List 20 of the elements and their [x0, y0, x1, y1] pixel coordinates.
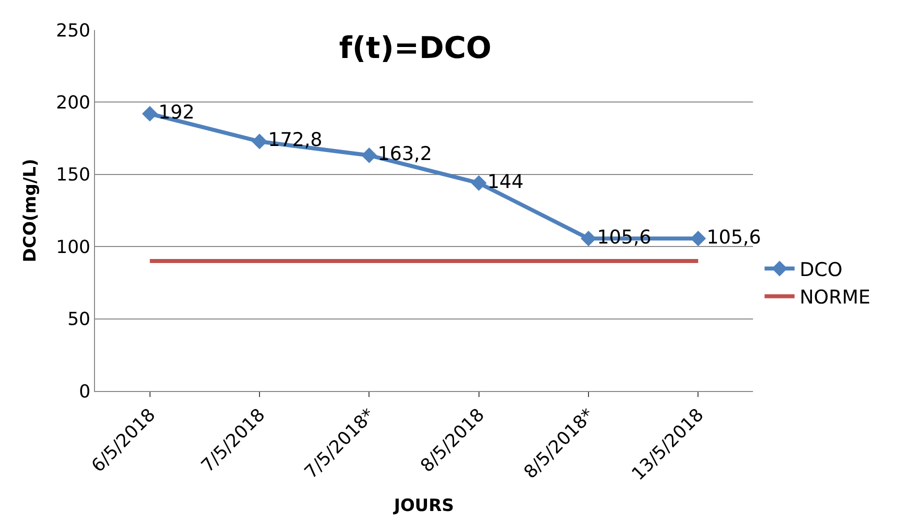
- chart-title: f(t)=DCO: [339, 31, 492, 66]
- data-label: 192: [158, 102, 195, 124]
- point: [361, 148, 377, 164]
- y-tick-label: 150: [56, 164, 90, 186]
- legend-label: NORME: [800, 286, 870, 309]
- x-axis-title: JOURS: [393, 496, 454, 516]
- y-axis-title: DCO(mg/L): [20, 158, 41, 262]
- data-label: 163,2: [378, 143, 432, 166]
- point: [252, 134, 268, 150]
- point: [142, 106, 158, 122]
- y-tick-label: 100: [56, 236, 90, 258]
- legend-label: DCO: [800, 258, 842, 281]
- y-tick-label: 50: [67, 309, 90, 330]
- point: [471, 175, 487, 191]
- point: [580, 230, 596, 246]
- y-tick-label: 250: [56, 20, 90, 42]
- data-label: 105,6: [706, 226, 762, 248]
- data-label: 144: [487, 170, 524, 193]
- y-tick-label: 200: [56, 92, 90, 114]
- y-tick-label: 0: [78, 381, 90, 402]
